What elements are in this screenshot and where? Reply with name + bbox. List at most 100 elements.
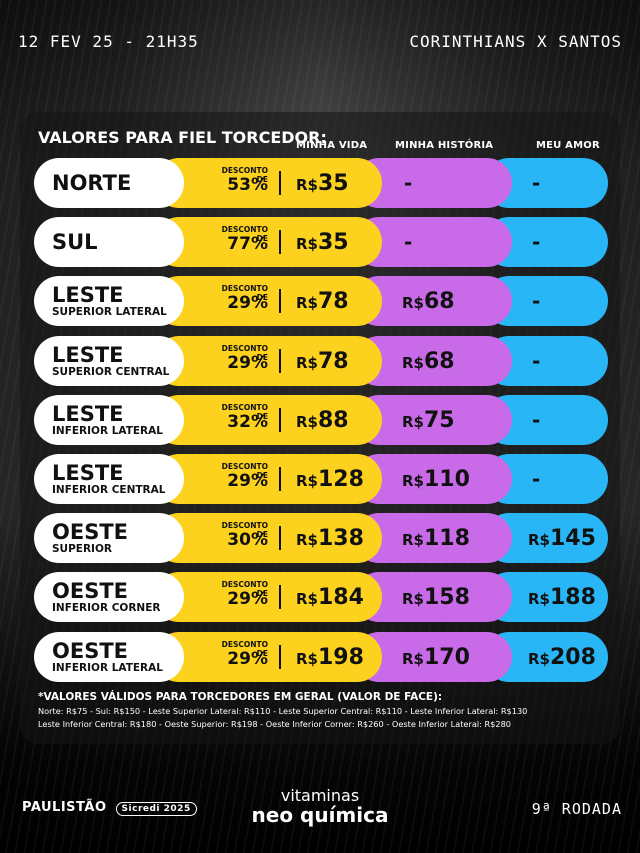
price-historia: R$110 xyxy=(402,467,470,492)
price-row: SUL DESCONTO DE 77% R$35 - - xyxy=(34,217,608,267)
notes-line-2: Leste Inferior Central: R$180 - Oeste Su… xyxy=(38,719,511,729)
price-vida: R$198 xyxy=(296,645,364,670)
sicredi-badge: Sicredi 2025 xyxy=(115,802,197,816)
sector-name-pill xyxy=(34,513,184,563)
price-value: 78 xyxy=(318,289,349,314)
price-vida: R$184 xyxy=(296,585,364,610)
minha-vida-band xyxy=(154,336,382,386)
sector-name-pill xyxy=(34,276,184,326)
price-value: 75 xyxy=(424,408,455,433)
price-amor: R$188 xyxy=(528,585,596,610)
minha-vida-band xyxy=(154,454,382,504)
discount-label: DESCONTO DE xyxy=(221,403,268,421)
currency-symbol: R$ xyxy=(296,235,318,253)
currency-symbol: R$ xyxy=(296,650,318,668)
column-meu-amor: MEU AMOR xyxy=(536,140,600,151)
price-historia: R$68 xyxy=(402,349,455,374)
sector-name: OESTE xyxy=(52,639,128,663)
match-title: CORINTHIANS X SANTOS xyxy=(409,32,622,51)
sector-subname: INFERIOR CORNER xyxy=(52,602,161,614)
divider xyxy=(279,467,281,491)
discount-label: DESCONTO DE xyxy=(221,580,268,598)
discount-value: 77% xyxy=(227,234,268,254)
paulistao-logo: PAULISTÃO Sicredi 2025 xyxy=(22,800,197,816)
sector-name: LESTE xyxy=(52,461,124,485)
price-vida: R$35 xyxy=(296,230,349,255)
divider xyxy=(279,349,281,373)
currency-symbol: R$ xyxy=(296,413,318,431)
price-vida: R$128 xyxy=(296,467,364,492)
currency-symbol: R$ xyxy=(402,294,424,312)
currency-symbol: R$ xyxy=(296,294,318,312)
discount-label: DESCONTO DE xyxy=(221,521,268,539)
logo-bottom-word: neo química xyxy=(251,803,389,827)
currency-symbol: R$ xyxy=(402,354,424,372)
price-historia: R$75 xyxy=(402,408,455,433)
notes-title: *VALORES VÁLIDOS PARA TORCEDORES EM GERA… xyxy=(38,691,443,703)
discount-value: 29% xyxy=(227,353,268,373)
neo-quimica-logo: vitaminas neo química xyxy=(0,786,640,827)
minha-vida-band xyxy=(154,395,382,445)
paulistao-wordmark: PAULISTÃO xyxy=(22,800,107,815)
currency-symbol: R$ xyxy=(296,176,318,194)
price-vida: R$88 xyxy=(296,408,349,433)
currency-symbol: R$ xyxy=(402,650,424,668)
sector-name-pill xyxy=(34,336,184,386)
sector-name: NORTE xyxy=(52,171,132,195)
minha-vida-band xyxy=(154,217,382,267)
divider xyxy=(279,408,281,432)
minha-vida-band xyxy=(154,572,382,622)
divider xyxy=(279,289,281,313)
price-unavailable: - xyxy=(532,289,541,313)
face-value-notes: *VALORES VÁLIDOS PARA TORCEDORES EM GERA… xyxy=(38,691,608,729)
price-value: 158 xyxy=(424,585,470,610)
sector-name-pill xyxy=(34,217,184,267)
sector-name-pill xyxy=(34,395,184,445)
price-historia: R$118 xyxy=(402,526,470,551)
discount-value: 29% xyxy=(227,649,268,669)
sector-subname: INFERIOR CENTRAL xyxy=(52,484,166,496)
price-value: 35 xyxy=(318,171,349,196)
price-unavailable: - xyxy=(532,467,541,491)
price-value: 78 xyxy=(318,349,349,374)
column-minha-vida: MINHA VIDA xyxy=(296,140,368,151)
price-value: 118 xyxy=(424,526,470,551)
match-date: 12 FEV 25 - 21H35 xyxy=(18,32,199,51)
sector-subname: INFERIOR LATERAL xyxy=(52,425,163,437)
price-unavailable: - xyxy=(532,408,541,432)
currency-symbol: R$ xyxy=(402,590,424,608)
sector-name: LESTE xyxy=(52,343,124,367)
sector-name-pill xyxy=(34,454,184,504)
discount-label: DESCONTO DE xyxy=(221,640,268,658)
discount-value: 29% xyxy=(227,471,268,491)
round-label: 9ª RODADA xyxy=(531,800,622,818)
column-minha-historia: MINHA HISTÓRIA xyxy=(395,140,494,151)
price-row: LESTE INFERIOR LATERAL DESCONTO DE 32% R… xyxy=(34,395,608,445)
sector-name: LESTE xyxy=(52,283,124,307)
sector-name-pill xyxy=(34,572,184,622)
sector-name: SUL xyxy=(52,230,98,254)
price-historia: R$68 xyxy=(402,289,455,314)
price-value: 184 xyxy=(318,585,364,610)
price-row: LESTE INFERIOR CENTRAL DESCONTO DE 29% R… xyxy=(34,454,608,504)
price-unavailable: - xyxy=(532,349,541,373)
divider xyxy=(279,585,281,609)
currency-symbol: R$ xyxy=(296,590,318,608)
discount-value: 53% xyxy=(227,175,268,195)
sector-name: OESTE xyxy=(52,520,128,544)
discount-value: 32% xyxy=(227,412,268,432)
price-value: 35 xyxy=(318,230,349,255)
minha-vida-band xyxy=(154,276,382,326)
price-unavailable: - xyxy=(404,171,413,195)
discount-label: DESCONTO DE xyxy=(221,166,268,184)
price-row: NORTE DESCONTO DE 53% R$35 - - xyxy=(34,158,608,208)
price-unavailable: - xyxy=(532,171,541,195)
sector-subname: INFERIOR LATERAL xyxy=(52,662,163,674)
discount-label: DESCONTO DE xyxy=(221,225,268,243)
divider xyxy=(279,230,281,254)
discount-value: 29% xyxy=(227,589,268,609)
sector-subname: SUPERIOR LATERAL xyxy=(52,306,167,318)
footer: PAULISTÃO Sicredi 2025 vitaminas neo quí… xyxy=(0,780,640,830)
price-value: 68 xyxy=(424,289,455,314)
currency-symbol: R$ xyxy=(528,531,550,549)
